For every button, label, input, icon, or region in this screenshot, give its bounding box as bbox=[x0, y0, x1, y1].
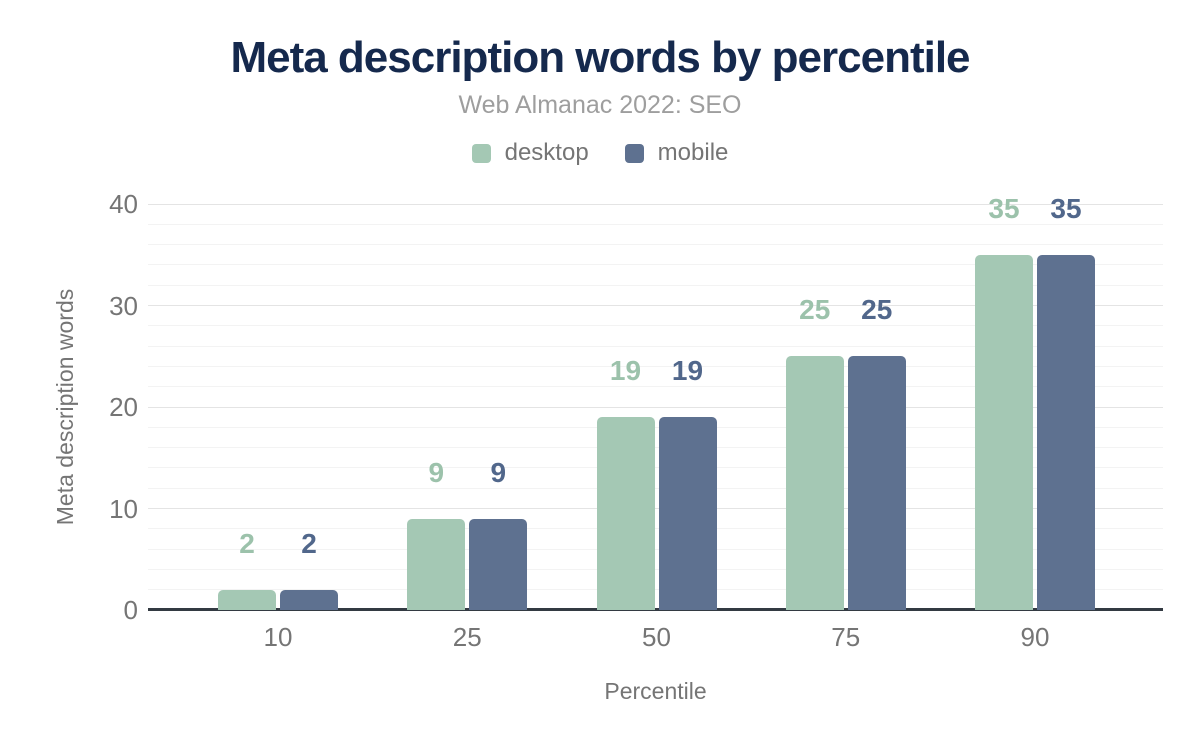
bar-desktop-p90[interactable] bbox=[975, 254, 1033, 610]
gridline-minor-38 bbox=[148, 223, 1163, 225]
gridline-minor-28 bbox=[148, 325, 1163, 327]
bar-desktop-p25[interactable] bbox=[407, 518, 466, 610]
gridline-minor-12 bbox=[148, 487, 1163, 489]
gridline-minor-8 bbox=[148, 528, 1163, 530]
bar-value-desktop-p25: 9 bbox=[428, 456, 445, 488]
legend-item-desktop[interactable]: desktop bbox=[471, 139, 589, 167]
gridline-minor-2 bbox=[148, 589, 1163, 591]
gridline-minor-14 bbox=[148, 467, 1163, 469]
gridline-major-30 bbox=[148, 305, 1163, 306]
bar-value-mobile-p75: 25 bbox=[861, 294, 893, 326]
legend-item-mobile[interactable]: mobile bbox=[624, 139, 729, 167]
gridline-minor-36 bbox=[148, 244, 1163, 246]
bar-mobile-p90[interactable] bbox=[1037, 254, 1095, 610]
gridline-minor-4 bbox=[148, 568, 1163, 570]
x-axis-title: Percentile bbox=[604, 678, 707, 704]
x-tick-90: 90 bbox=[1020, 622, 1050, 652]
gridline-minor-18 bbox=[148, 426, 1163, 428]
bar-value-desktop-p90: 35 bbox=[988, 192, 1020, 224]
bar-mobile-p75[interactable] bbox=[847, 356, 906, 610]
y-tick-0: 0 bbox=[123, 595, 138, 625]
bar-value-desktop-p50: 19 bbox=[609, 355, 642, 387]
bar-value-mobile-p10: 2 bbox=[301, 527, 317, 559]
x-tick-75: 75 bbox=[831, 622, 861, 652]
y-tick-30: 30 bbox=[109, 290, 138, 321]
bar-desktop-p75[interactable] bbox=[785, 356, 844, 610]
bar-desktop-p10[interactable] bbox=[218, 589, 276, 610]
bar-value-mobile-p50: 19 bbox=[671, 355, 704, 387]
gridline-minor-6 bbox=[148, 548, 1163, 550]
gridline-minor-22 bbox=[148, 386, 1163, 388]
bar-desktop-p50[interactable] bbox=[596, 417, 655, 610]
y-tick-40: 40 bbox=[109, 189, 138, 219]
chart-title: Meta description words by percentile bbox=[230, 33, 970, 82]
y-tick-20: 20 bbox=[109, 392, 138, 422]
bar-mobile-p25[interactable] bbox=[469, 518, 528, 610]
bar-value-desktop-p10: 2 bbox=[239, 527, 255, 559]
legend-swatch-mobile bbox=[624, 143, 644, 163]
plot-area: 2 2 9 9 19 19 25 25 35 35 bbox=[148, 194, 1163, 611]
bar-value-mobile-p90: 35 bbox=[1050, 192, 1082, 224]
gridline-major-10 bbox=[148, 508, 1163, 509]
x-tick-25: 25 bbox=[452, 622, 482, 652]
bar-value-mobile-p25: 9 bbox=[490, 456, 507, 488]
x-axis-line bbox=[148, 608, 1163, 611]
x-tick-10: 10 bbox=[263, 622, 293, 652]
gridline-minor-26 bbox=[148, 345, 1163, 347]
chart-subtitle: Web Almanac 2022: SEO bbox=[458, 91, 742, 119]
gridline-minor-34 bbox=[148, 264, 1163, 266]
bar-value-desktop-p75: 25 bbox=[799, 294, 831, 326]
chart-legend: desktop mobile bbox=[0, 139, 1200, 167]
bar-mobile-p10[interactable] bbox=[280, 589, 338, 610]
legend-label-mobile: mobile bbox=[657, 139, 729, 166]
gridline-minor-24 bbox=[148, 365, 1163, 367]
gridline-major-40 bbox=[148, 203, 1163, 205]
gridline-minor-32 bbox=[148, 284, 1163, 286]
gridline-major-20 bbox=[148, 406, 1163, 408]
legend-label-desktop: desktop bbox=[504, 139, 589, 166]
y-tick-10: 10 bbox=[109, 493, 138, 524]
x-tick-50: 50 bbox=[642, 622, 671, 652]
gridline-minor-16 bbox=[148, 447, 1163, 449]
legend-swatch-desktop bbox=[471, 143, 491, 163]
bar-mobile-p50[interactable] bbox=[658, 417, 717, 610]
